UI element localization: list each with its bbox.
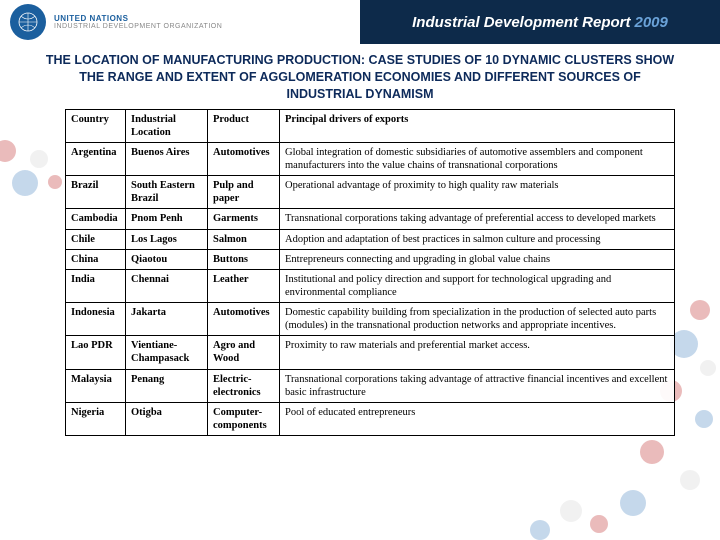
- table-cell: Penang: [126, 369, 208, 402]
- table-cell: Automotives: [208, 303, 280, 336]
- header-left: UNITED NATIONS INDUSTRIAL DEVELOPMENT OR…: [0, 0, 360, 44]
- col-header-product: Product: [208, 109, 280, 142]
- table-row: Lao PDRVientiane-ChampasackAgro and Wood…: [66, 336, 675, 369]
- report-title: Industrial Development Report: [412, 14, 630, 31]
- unido-org-text: UNITED NATIONS INDUSTRIAL DEVELOPMENT OR…: [54, 14, 222, 30]
- table-cell: Garments: [208, 209, 280, 229]
- slide-caption: THE LOCATION OF MANUFACTURING PRODUCTION…: [0, 44, 720, 109]
- table-cell: Lao PDR: [66, 336, 126, 369]
- table-header-row: Country Industrial Location Product Prin…: [66, 109, 675, 142]
- table-cell: China: [66, 249, 126, 269]
- header-bar: UNITED NATIONS INDUSTRIAL DEVELOPMENT OR…: [0, 0, 720, 44]
- table-cell: Adoption and adaptation of best practice…: [280, 229, 675, 249]
- table-cell: Pnom Penh: [126, 209, 208, 229]
- table-row: IndonesiaJakartaAutomotivesDomestic capa…: [66, 303, 675, 336]
- table-row: ChinaQiaotouButtonsEntrepreneurs connect…: [66, 249, 675, 269]
- table-cell: Leather: [208, 269, 280, 302]
- clusters-table: Country Industrial Location Product Prin…: [65, 109, 675, 436]
- table-row: ArgentinaBuenos AiresAutomotivesGlobal i…: [66, 142, 675, 175]
- table-cell: Vientiane-Champasack: [126, 336, 208, 369]
- table-cell: Nigeria: [66, 402, 126, 435]
- table-cell: Entrepreneurs connecting and upgrading i…: [280, 249, 675, 269]
- table-cell: Pulp and paper: [208, 176, 280, 209]
- table-cell: Electric-electronics: [208, 369, 280, 402]
- table-cell: South Eastern Brazil: [126, 176, 208, 209]
- table-cell: Chile: [66, 229, 126, 249]
- table-cell: Buenos Aires: [126, 142, 208, 175]
- table-cell: Agro and Wood: [208, 336, 280, 369]
- table-cell: India: [66, 269, 126, 302]
- table-cell: Qiaotou: [126, 249, 208, 269]
- table-cell: Brazil: [66, 176, 126, 209]
- col-header-location: Industrial Location: [126, 109, 208, 142]
- table-container: Country Industrial Location Product Prin…: [0, 109, 720, 436]
- table-row: BrazilSouth Eastern BrazilPulp and paper…: [66, 176, 675, 209]
- table-cell: Domestic capability building from specia…: [280, 303, 675, 336]
- table-cell: Chennai: [126, 269, 208, 302]
- table-cell: Los Lagos: [126, 229, 208, 249]
- table-cell: Malaysia: [66, 369, 126, 402]
- table-cell: Otigba: [126, 402, 208, 435]
- table-cell: Global integration of domestic subsidiar…: [280, 142, 675, 175]
- table-cell: Institutional and policy direction and s…: [280, 269, 675, 302]
- org-line1: UNITED NATIONS: [54, 14, 222, 23]
- table-cell: Argentina: [66, 142, 126, 175]
- table-cell: Transnational corporations taking advant…: [280, 209, 675, 229]
- col-header-country: Country: [66, 109, 126, 142]
- col-header-drivers: Principal drivers of exports: [280, 109, 675, 142]
- table-row: NigeriaOtigbaComputer-componentsPool of …: [66, 402, 675, 435]
- table-cell: Jakarta: [126, 303, 208, 336]
- unido-logo-icon: [10, 4, 46, 40]
- table-cell: Pool of educated entrepreneurs: [280, 402, 675, 435]
- table-cell: Buttons: [208, 249, 280, 269]
- table-cell: Indonesia: [66, 303, 126, 336]
- table-row: IndiaChennaiLeatherInstitutional and pol…: [66, 269, 675, 302]
- report-year: 2009: [635, 14, 668, 31]
- table-cell: Salmon: [208, 229, 280, 249]
- table-cell: Computer-components: [208, 402, 280, 435]
- table-cell: Transnational corporations taking advant…: [280, 369, 675, 402]
- table-row: MalaysiaPenangElectric-electronicsTransn…: [66, 369, 675, 402]
- table-row: CambodiaPnom PenhGarmentsTransnational c…: [66, 209, 675, 229]
- table-cell: Cambodia: [66, 209, 126, 229]
- table-cell: Proximity to raw materials and preferent…: [280, 336, 675, 369]
- org-line2: INDUSTRIAL DEVELOPMENT ORGANIZATION: [54, 23, 222, 30]
- header-right: Industrial Development Report 2009: [360, 0, 720, 44]
- table-cell: Automotives: [208, 142, 280, 175]
- table-cell: Operational advantage of proximity to hi…: [280, 176, 675, 209]
- table-row: ChileLos LagosSalmonAdoption and adaptat…: [66, 229, 675, 249]
